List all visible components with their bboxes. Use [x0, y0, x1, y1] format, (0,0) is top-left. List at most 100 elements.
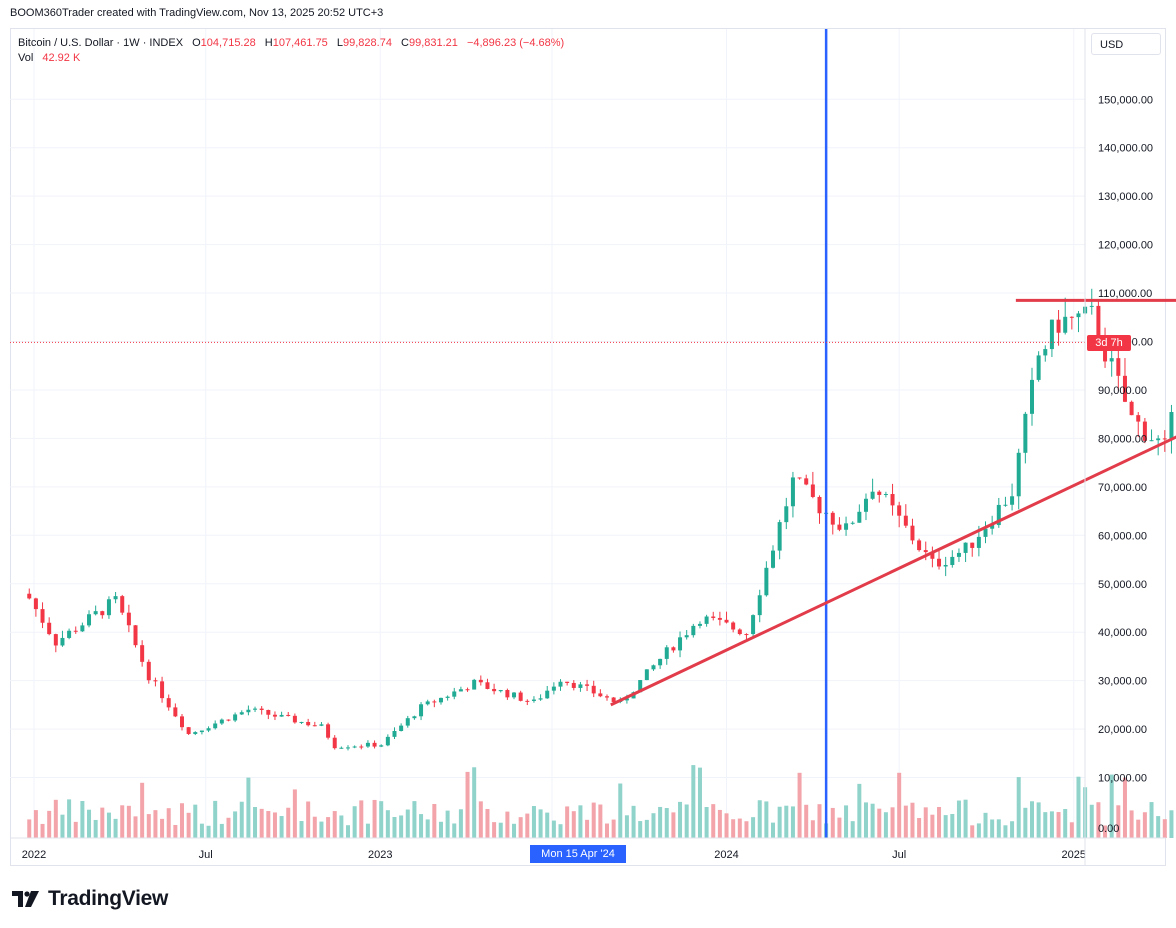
volume-bar: [67, 799, 72, 838]
candle-body: [757, 595, 762, 616]
volume-bar: [691, 765, 696, 838]
candle-body: [697, 623, 702, 626]
volume-bar: [578, 805, 583, 838]
volume-bar: [27, 819, 32, 838]
volume-bar: [963, 799, 968, 838]
volume-bar: [804, 804, 809, 838]
volume-bar: [731, 819, 736, 838]
volume-bar: [697, 767, 702, 838]
y-axis-tick-label: 0.00: [1098, 823, 1119, 835]
candle-body: [67, 630, 72, 638]
candle-body: [1162, 438, 1167, 440]
candle-body: [863, 498, 868, 512]
volume-bar: [970, 825, 975, 838]
volume-bar: [976, 823, 981, 838]
volume-bar: [558, 824, 563, 838]
candle-body: [950, 556, 955, 565]
candle-body: [565, 681, 570, 683]
volume-label[interactable]: Vol: [18, 52, 34, 64]
volume-bar: [565, 806, 570, 838]
candle-body: [937, 558, 942, 567]
volume-bar: [877, 808, 882, 838]
candle-body: [956, 552, 961, 557]
candle-body: [485, 682, 490, 689]
volume-bar: [425, 819, 430, 838]
volume-bar: [279, 816, 284, 838]
candle-body: [372, 742, 377, 747]
volume-bar: [624, 815, 629, 838]
volume-bar: [1056, 812, 1061, 838]
volume-bar: [983, 812, 988, 838]
candle-body: [790, 477, 795, 507]
volume-bar: [126, 805, 131, 838]
candle-body: [684, 635, 689, 638]
candle-body: [113, 596, 118, 600]
candle-body: [585, 684, 590, 686]
candle-body: [120, 596, 125, 613]
volume-bar: [399, 815, 404, 838]
volume-bar: [950, 813, 955, 838]
tradingview-brand[interactable]: TradingView: [12, 884, 168, 914]
candle-body: [319, 724, 324, 726]
y-axis-tick-label: 120,000.00: [1098, 240, 1153, 252]
volume-bar: [458, 809, 463, 838]
x-axis-tick-label: 2023: [368, 849, 392, 861]
volume-bar: [956, 800, 961, 838]
volume-bar: [651, 813, 656, 838]
candle-body: [1116, 358, 1121, 376]
candle-body: [146, 661, 151, 681]
chart-legend: Bitcoin / U.S. Dollar · 1W · INDEX O104,…: [18, 37, 565, 64]
candle-body: [126, 612, 131, 626]
volume-bar: [545, 812, 550, 838]
candle-body: [279, 714, 284, 717]
candle-body: [903, 515, 908, 526]
volume-bar: [531, 806, 536, 838]
volume-bar: [764, 801, 769, 838]
volume-bar: [598, 804, 603, 838]
candle-body: [412, 716, 417, 719]
candle-body: [797, 477, 802, 479]
volume-bar: [644, 819, 649, 838]
volume-bar: [106, 812, 111, 838]
volume-bar: [1109, 774, 1114, 838]
volume-bar: [863, 802, 868, 838]
volume-bar: [319, 821, 324, 838]
y-axis-tick-label: 150,000.00: [1098, 94, 1153, 106]
volume-bar: [810, 820, 815, 838]
volume-bar: [571, 811, 576, 838]
volume-bar: [140, 782, 145, 838]
volume-bar: [133, 816, 138, 838]
volume-bar: [312, 816, 317, 838]
grid: [10, 29, 1085, 838]
candle-body: [299, 721, 304, 723]
volume-bar: [837, 817, 842, 838]
volume-bar: [478, 801, 483, 838]
volume-bar: [910, 802, 915, 838]
volume-bar: [990, 819, 995, 838]
candle-body: [226, 719, 231, 721]
currency-selector[interactable]: USD: [1091, 33, 1161, 55]
y-axis-tick-label: 130,000.00: [1098, 191, 1153, 203]
volume-bar: [890, 807, 895, 838]
low-value: 99,828.74: [343, 37, 392, 49]
volume-bar: [100, 807, 105, 838]
candle-body: [512, 692, 517, 698]
volume-bar: [937, 806, 942, 838]
candle-body: [1010, 496, 1015, 505]
candle-body: [943, 564, 948, 567]
candle-body: [671, 647, 676, 651]
candle-body: [233, 714, 238, 721]
volume-bar: [332, 811, 337, 838]
candle-body: [857, 511, 862, 523]
candle-body: [47, 622, 52, 635]
symbol-label[interactable]: Bitcoin / U.S. Dollar · 1W · INDEX: [18, 37, 184, 49]
candle-body: [604, 696, 609, 698]
candle-body: [711, 616, 716, 618]
candle-body: [538, 698, 543, 700]
candle-body: [173, 707, 178, 717]
volume-bar: [751, 817, 756, 838]
volume-bar: [472, 767, 477, 838]
volume-bar: [525, 813, 530, 838]
candle-body: [1109, 358, 1114, 362]
